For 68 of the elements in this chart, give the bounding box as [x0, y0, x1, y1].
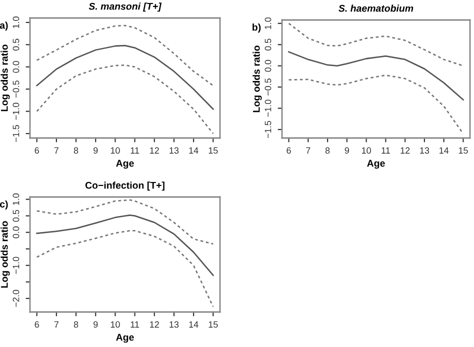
line-series — [288, 74, 464, 134]
y-tick-label: 0.0 — [12, 60, 20, 73]
x-tick-label: 6 — [34, 321, 39, 328]
line-series — [36, 214, 214, 276]
x-tick-label: 9 — [94, 147, 98, 154]
line-series — [288, 51, 464, 100]
x-tick-label: 13 — [420, 147, 430, 154]
x-tick-label: 7 — [306, 147, 310, 154]
text: b) — [252, 24, 261, 33]
y-tick-label: 0.0 — [12, 226, 20, 238]
y-tick-label: −1.5 — [12, 125, 20, 142]
y-tick-label: 1.0 — [264, 17, 272, 29]
x-tick-label: 11 — [130, 147, 140, 154]
x-tick-label: 7 — [54, 321, 58, 328]
y-tick-label: −1.0 — [12, 256, 20, 274]
line-series — [36, 230, 214, 308]
x-tick-label: 15 — [208, 321, 218, 328]
y-axis-title: Log odds ratio — [0, 44, 10, 112]
y-tick-label: 0.5 — [264, 38, 272, 51]
line-series — [36, 64, 214, 134]
y-tick-label: −2.0 — [12, 290, 20, 307]
x-tick-label: 9 — [344, 147, 350, 154]
y-tick-label: −1.0 — [264, 100, 272, 117]
y-tick-label: 0.0 — [264, 60, 272, 72]
x-axis-title: Age — [116, 160, 134, 169]
y-tick-label: 1.0 — [12, 16, 20, 28]
line-series — [36, 44, 214, 110]
x-tick-label: 13 — [170, 147, 179, 154]
x-axis-title: Age — [367, 160, 385, 169]
chart-title: S. haematobium — [338, 4, 414, 12]
y-tick-label: −0.5 — [12, 80, 20, 98]
text: a) — [0, 22, 8, 31]
x-tick-label: 10 — [362, 147, 371, 154]
x-tick-label: 12 — [400, 147, 410, 154]
y-axis-title: Log odds ratio — [0, 221, 10, 288]
y-tick-label: −1.5 — [264, 120, 272, 138]
x-tick-label: 15 — [458, 147, 468, 154]
x-tick-label: 9 — [94, 321, 98, 328]
x-tick-label: 10 — [110, 147, 120, 154]
text: c) — [0, 200, 8, 210]
x-tick-label: 11 — [382, 147, 390, 154]
line-series — [36, 24, 214, 86]
x-tick-label: 6 — [286, 147, 291, 154]
x-tick-label: 14 — [440, 147, 449, 154]
x-axis-title: Age — [116, 334, 134, 343]
line-series — [36, 199, 214, 245]
y-tick-label: 0.5 — [12, 210, 20, 222]
y-tick-label: −0.5 — [264, 78, 272, 96]
x-tick-label: 6 — [34, 147, 39, 154]
y-tick-label: 0.5 — [12, 38, 20, 51]
line-series — [288, 22, 464, 67]
x-tick-label: 10 — [110, 321, 120, 328]
x-tick-label: 7 — [54, 147, 58, 154]
x-tick-label: 14 — [189, 147, 198, 154]
x-tick-label: 12 — [150, 321, 159, 328]
x-tick-label: 11 — [130, 321, 140, 328]
x-tick-label: 13 — [170, 321, 179, 328]
x-tick-label: 8 — [74, 147, 78, 154]
chart-title: Co−infection [T+] — [85, 182, 164, 191]
x-tick-label: 8 — [74, 321, 78, 328]
y-tick-label: −1.0 — [12, 102, 20, 120]
x-tick-label: 8 — [325, 147, 330, 154]
chart-title: S. mansoni [T+] — [88, 2, 162, 12]
x-tick-label: 14 — [189, 321, 198, 328]
x-tick-label: 12 — [150, 147, 159, 154]
x-tick-label: 15 — [208, 147, 218, 154]
y-axis-title: Log odds ratio — [252, 46, 262, 112]
y-tick-label: 1.0 — [12, 193, 20, 205]
